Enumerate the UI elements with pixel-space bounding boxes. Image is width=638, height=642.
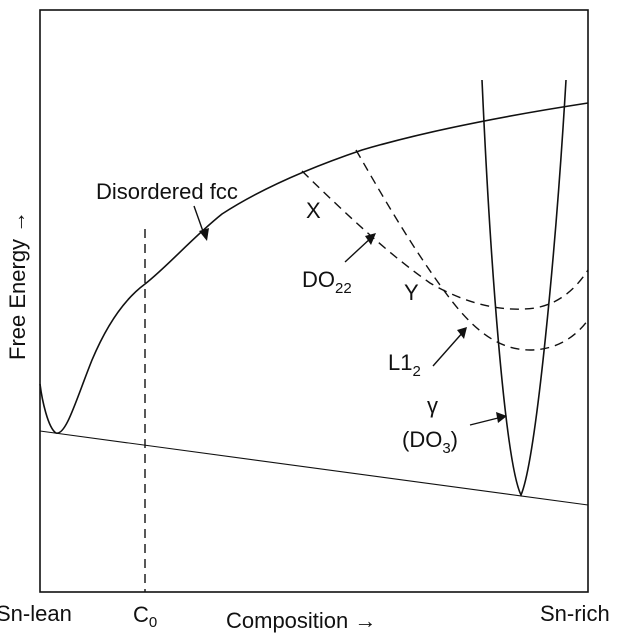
c0-label-sub: 0	[149, 614, 157, 631]
disordered-fcc-curve	[39, 102, 589, 434]
label-do3-open: (DO	[402, 427, 442, 452]
label-point-y: Y	[404, 280, 419, 305]
x-axis-label: Composition →	[226, 608, 376, 633]
c0-label-main: C	[133, 602, 149, 627]
x-right-label: Sn-rich	[540, 601, 610, 626]
do22-curve	[301, 170, 589, 310]
label-disordered-fcc: Disordered fcc	[96, 179, 238, 204]
common-tangent-line	[39, 430, 589, 506]
arrow-gamma	[469, 412, 507, 426]
label-do22-sub: 22	[335, 280, 352, 297]
label-l12-sub: 2	[412, 363, 420, 380]
gamma-do3-curve	[481, 79, 567, 497]
label-gamma: γ	[427, 393, 438, 418]
plot-frame	[39, 9, 589, 593]
arrow-l12	[432, 327, 467, 367]
label-do22-main: DO	[302, 267, 335, 292]
l12-curve	[355, 149, 589, 351]
label-l12: L12	[388, 350, 421, 380]
x-left-label: Sn-lean	[0, 601, 72, 626]
label-do3-close: )	[451, 427, 458, 452]
label-point-x: X	[306, 198, 321, 223]
label-do3-sub: 3	[442, 440, 450, 457]
label-do3: (DO3)	[402, 427, 458, 457]
label-l12-main: L1	[388, 350, 412, 375]
arrow-disordered	[193, 205, 209, 241]
arrow-do22	[344, 233, 376, 263]
c0-label: C0	[133, 602, 157, 631]
y-axis-label: Free Energy →	[5, 211, 30, 360]
label-do22: DO22	[302, 267, 352, 297]
